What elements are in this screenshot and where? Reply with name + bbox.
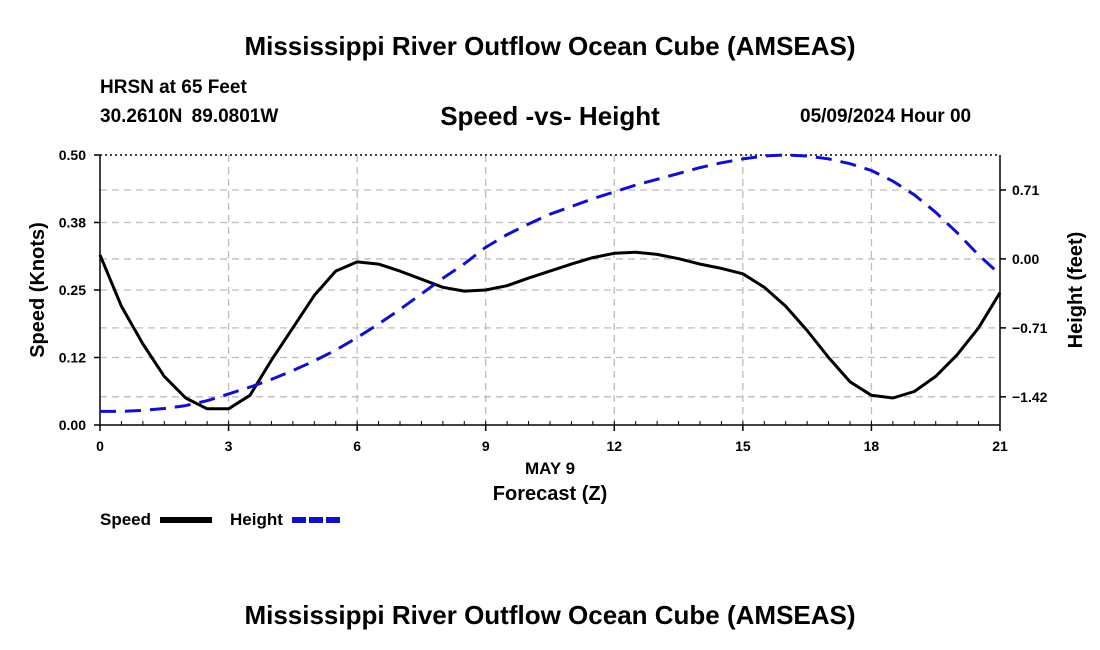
y2-tick-label: 0.00 — [1012, 251, 1039, 267]
axis-labels: 0 3 6 9 12 15 18 21 0.00 0.12 0.25 0.38 0.50 −1.42 −0.… — [27, 147, 1087, 505]
x-tick-label: 0 — [96, 438, 104, 454]
chart-subtitle: Speed -vs- Height — [440, 101, 660, 131]
y-tick-label: 0.50 — [59, 147, 86, 163]
y-tick-label: 0.00 — [59, 417, 86, 433]
station-coordinates: 30.2610N 89.0801W — [100, 106, 279, 127]
x-tick-label: 18 — [864, 438, 880, 454]
x-tick-label: 3 — [225, 438, 233, 454]
grid — [100, 155, 1000, 425]
bottom-title: Mississippi River Outflow Ocean Cube (AM… — [244, 600, 856, 630]
y-axis-title: Speed (Knots) — [27, 222, 49, 358]
legend-height-label: Height — [230, 510, 283, 529]
legend: Speed Height — [100, 510, 342, 529]
x-axis-title: Forecast (Z) — [493, 483, 607, 505]
y-tick-label: 0.12 — [59, 350, 86, 366]
speed-series-line — [98, 250, 1002, 411]
x-date-label: MAY 9 — [525, 459, 575, 478]
y2-axis-title: Height (feet) — [1065, 232, 1087, 349]
y-tick-label: 0.25 — [59, 282, 86, 298]
x-tick-label: 9 — [482, 438, 490, 454]
x-tick-label: 21 — [992, 438, 1008, 454]
y2-tick-label: 0.71 — [1012, 182, 1039, 198]
x-tick-label: 15 — [735, 438, 751, 454]
height-series-line — [100, 153, 1002, 413]
x-tick-label: 6 — [353, 438, 361, 454]
series — [98, 153, 1002, 413]
legend-speed-label: Speed — [100, 510, 151, 529]
axes — [94, 154, 1006, 431]
forecast-date: 05/09/2024 Hour 00 — [800, 106, 972, 127]
main-title: Mississippi River Outflow Ocean Cube (AM… — [244, 31, 856, 61]
x-tick-label: 12 — [606, 438, 622, 454]
y2-tick-label: −0.71 — [1012, 320, 1048, 336]
station-name: HRSN at 65 Feet — [100, 77, 247, 98]
y2-tick-label: −1.42 — [1012, 389, 1048, 405]
y-tick-label: 0.38 — [59, 215, 86, 231]
